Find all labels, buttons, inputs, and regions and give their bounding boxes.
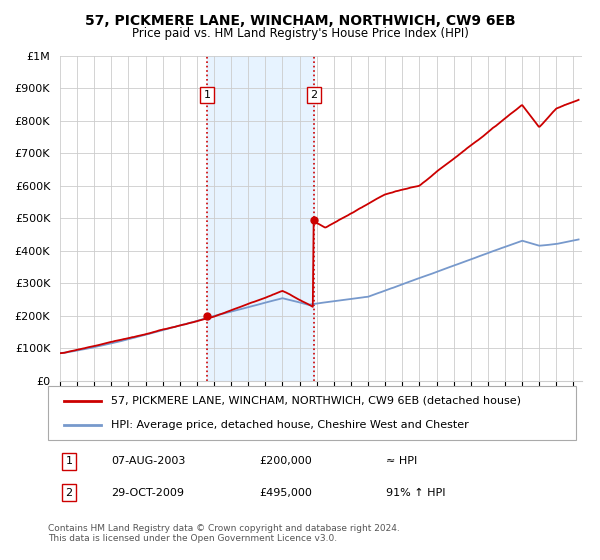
Text: £495,000: £495,000: [259, 488, 312, 498]
Text: HPI: Average price, detached house, Cheshire West and Chester: HPI: Average price, detached house, Ches…: [112, 420, 469, 430]
Text: 2: 2: [310, 90, 317, 100]
Text: 1: 1: [65, 456, 73, 466]
Text: 2: 2: [65, 488, 73, 498]
Bar: [207, 56, 314, 381]
Text: Price paid vs. HM Land Registry's House Price Index (HPI): Price paid vs. HM Land Registry's House …: [131, 27, 469, 40]
Text: ≈ HPI: ≈ HPI: [386, 456, 417, 466]
Text: 91% ↑ HPI: 91% ↑ HPI: [386, 488, 445, 498]
Text: 57, PICKMERE LANE, WINCHAM, NORTHWICH, CW9 6EB: 57, PICKMERE LANE, WINCHAM, NORTHWICH, C…: [85, 14, 515, 28]
Text: 1: 1: [203, 90, 211, 100]
Text: Contains HM Land Registry data © Crown copyright and database right 2024.
This d: Contains HM Land Registry data © Crown c…: [48, 524, 400, 543]
Text: 29-OCT-2009: 29-OCT-2009: [112, 488, 184, 498]
Text: 07-AUG-2003: 07-AUG-2003: [112, 456, 186, 466]
Text: £200,000: £200,000: [259, 456, 312, 466]
Text: 57, PICKMERE LANE, WINCHAM, NORTHWICH, CW9 6EB (detached house): 57, PICKMERE LANE, WINCHAM, NORTHWICH, C…: [112, 396, 521, 406]
